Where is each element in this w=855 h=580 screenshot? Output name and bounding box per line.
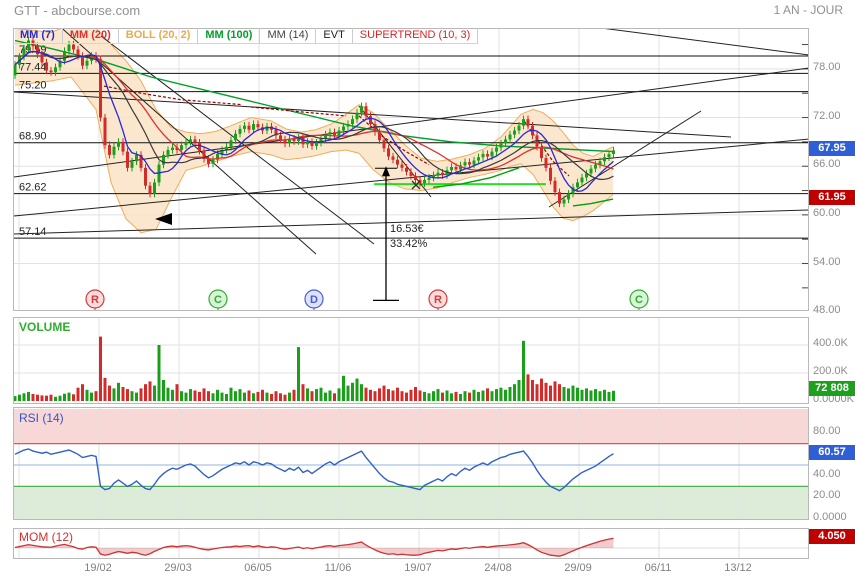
- rsi-panel-label: RSI (14): [19, 411, 64, 425]
- volume-axis-label: 200.0K: [813, 365, 848, 377]
- price-axis-label: 54.00: [813, 255, 841, 268]
- svg-text:R: R: [434, 294, 442, 306]
- rsi-panel[interactable]: [13, 407, 809, 520]
- date-label: 11/06: [324, 562, 352, 574]
- svg-text:D: D: [310, 294, 318, 306]
- volume-value-badge: 72 808: [809, 380, 855, 396]
- timeframe-label: 1 AN - JOUR: [773, 3, 843, 17]
- measure-annotation: 16.53€: [390, 223, 424, 235]
- momentum-panel-label: MOM (12): [19, 530, 73, 544]
- momentum-value-badge: 4.050: [809, 529, 855, 545]
- svg-text:C: C: [635, 294, 643, 306]
- event-marker-c[interactable]: C: [208, 289, 228, 310]
- price-axis-label: 66.00: [813, 158, 841, 171]
- date-label: 24/08: [484, 562, 512, 574]
- legend-item-evt: EVT: [316, 28, 353, 44]
- svg-text:R: R: [91, 294, 99, 306]
- last-close-badge: 67.95: [809, 141, 855, 157]
- price-level-label: 75.20: [19, 80, 47, 92]
- date-label: 19/07: [404, 562, 432, 574]
- price-axis-label: 78.00: [813, 60, 841, 73]
- legend-item-mm: MM (7): [13, 28, 63, 44]
- rsi-axis-label: 80.00: [813, 424, 841, 437]
- legend-item-mm: MM (14): [260, 28, 317, 44]
- svg-text:C: C: [214, 294, 222, 306]
- event-marker-d[interactable]: D: [304, 289, 324, 310]
- indicator-legend: MM (7) MM (20) BOLL (20, 2) MM (100) MM (14)…: [13, 28, 479, 44]
- date-label: 19/02: [84, 562, 112, 574]
- rsi-axis-label: 40.00: [813, 467, 841, 480]
- measure-annotation: 33.42%: [390, 238, 428, 250]
- legend-item-boll: BOLL (20, 2): [118, 28, 199, 44]
- price-axis-label: 60.00: [813, 206, 841, 219]
- momentum-panel[interactable]: [13, 528, 809, 559]
- price-level-label: 57.14: [19, 226, 47, 238]
- price-level-label: 77.44: [19, 61, 47, 73]
- legend-item-mm: MM (20): [62, 28, 119, 44]
- price-level-label: 68.90: [19, 131, 47, 143]
- price-level-label: 62.62: [19, 182, 47, 194]
- supertrend-stop-badge: 61.95: [809, 190, 855, 206]
- date-label: 06/11: [644, 562, 672, 574]
- legend-item-supertrend: SUPERTREND (10, 3): [352, 28, 479, 44]
- volume-axis-label: 400.0K: [813, 337, 848, 349]
- chart-title: GTT - abcbourse.com: [14, 3, 141, 18]
- legend-item-mm: MM (100): [198, 28, 261, 44]
- event-marker-r[interactable]: R: [428, 289, 448, 310]
- volume-plot[interactable]: [14, 318, 808, 403]
- date-label: 06/05: [244, 562, 272, 574]
- price-chart-panel[interactable]: 79.59 77.44 75.20 68.90 62.62 57.14 16.53€ 33.4…: [13, 28, 809, 311]
- price-axis-label: 72.00: [813, 109, 841, 122]
- rsi-axis-label: 0.0000: [813, 510, 847, 523]
- rsi-value-badge: 60.57: [809, 444, 855, 460]
- date-label: 29/03: [164, 562, 192, 574]
- volume-panel-label: VOLUME: [19, 320, 71, 334]
- date-label: 29/09: [564, 562, 592, 574]
- volume-panel[interactable]: [13, 317, 809, 404]
- event-marker-c[interactable]: C: [629, 289, 649, 310]
- rsi-axis-label: 20.00: [813, 489, 841, 502]
- price-axis-label: 48.00: [813, 304, 841, 317]
- event-marker-r[interactable]: R: [85, 289, 105, 310]
- rsi-plot[interactable]: [14, 408, 808, 519]
- date-label: 13/12: [724, 562, 752, 574]
- momentum-plot[interactable]: [14, 529, 808, 558]
- volume-axis-label: 0.0000K: [813, 393, 854, 405]
